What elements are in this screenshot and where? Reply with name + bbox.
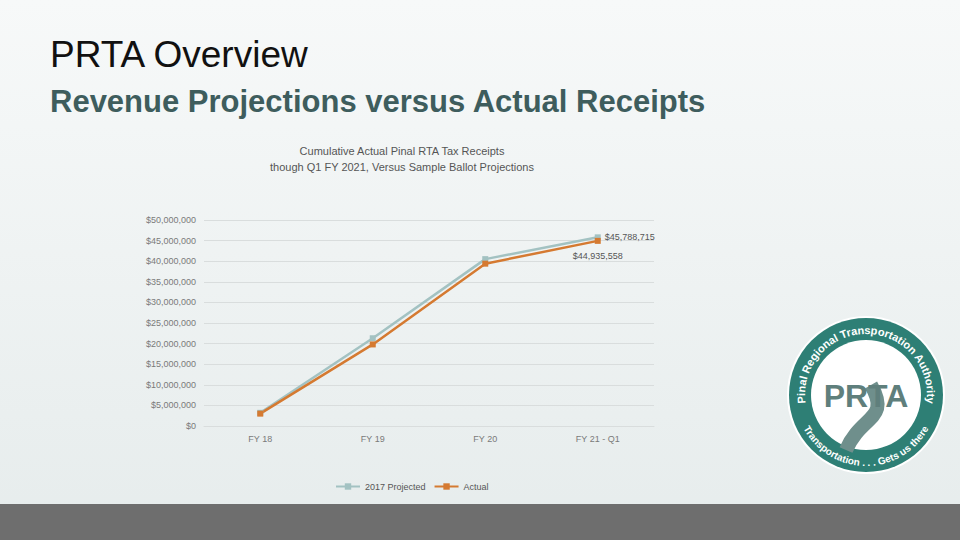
svg-text:Transportation . . . Gets us t: Transportation . . . Gets us there [802,423,931,468]
svg-text:$15,000,000: $15,000,000 [146,359,196,369]
svg-text:though Q1 FY 2021, Versus Samp: though Q1 FY 2021, Versus Sample Ballot … [270,161,534,173]
svg-text:$25,000,000: $25,000,000 [146,318,196,328]
svg-text:$45,000,000: $45,000,000 [146,236,196,246]
svg-text:$20,000,000: $20,000,000 [146,339,196,349]
svg-text:$35,000,000: $35,000,000 [146,277,196,287]
svg-text:FY 21 - Q1: FY 21 - Q1 [576,434,620,444]
html-text:PRTA Overview: PRTA Overview [50,34,308,75]
svg-text:$10,000,000: $10,000,000 [146,380,196,390]
svg-text:PRTA: PRTA [824,378,909,414]
svg-text:FY 18: FY 18 [248,434,272,444]
svg-text:FY 20: FY 20 [473,434,497,444]
svg-text:2017 Projected: 2017 Projected [365,482,426,492]
svg-text:$44,935,558: $44,935,558 [573,251,623,261]
svg-text:FY 19: FY 19 [361,434,385,444]
html-text:Revenue Projections versus Act: Revenue Projections versus Actual Receip… [50,84,706,119]
svg-text:$50,000,000: $50,000,000 [146,215,196,225]
svg-text:$5,000,000: $5,000,000 [151,400,196,410]
svg-text:Pinal Regional Transportation: Pinal Regional Transportation Authority [795,324,937,405]
svg-text:Cumulative Actual Pinal RTA Ta: Cumulative Actual Pinal RTA Tax Receipts [300,145,505,157]
svg-text:$45,788,715: $45,788,715 [605,232,655,242]
svg-text:Actual: Actual [464,482,489,492]
svg-text:$40,000,000: $40,000,000 [146,256,196,266]
svg-text:$30,000,000: $30,000,000 [146,297,196,307]
svg-text:$0: $0 [186,421,196,431]
